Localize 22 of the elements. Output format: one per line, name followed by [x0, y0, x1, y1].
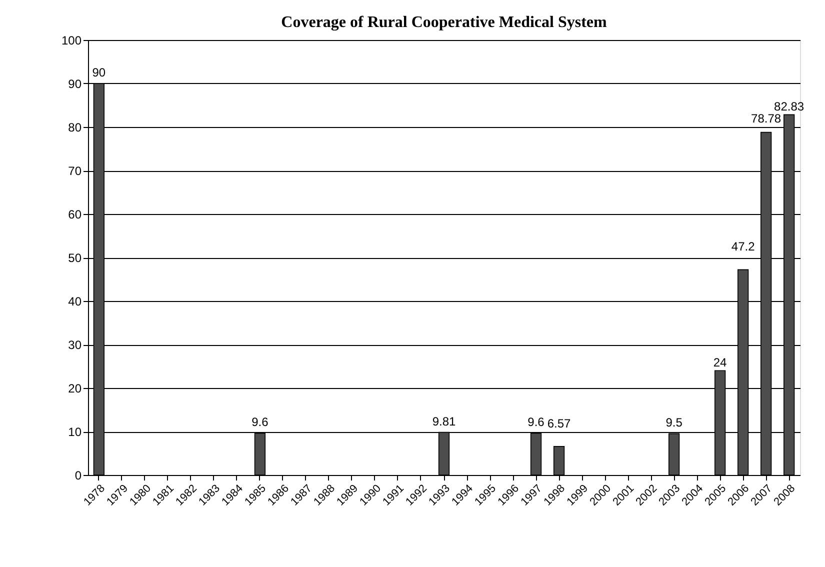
data-label: 9.81 — [432, 414, 456, 428]
data-label: 47.2 — [731, 240, 756, 254]
data-label: 24 — [713, 356, 728, 370]
y-tick-label: 100 — [61, 34, 82, 48]
y-tick-label: 40 — [68, 294, 82, 308]
data-label: 9.6 — [252, 415, 269, 430]
data-label: 82.83 — [774, 100, 804, 114]
y-tick-label: 50 — [68, 251, 82, 265]
data-label: 90 — [92, 66, 106, 80]
y-tick-label: 70 — [68, 164, 82, 178]
y-tick-label: 60 — [68, 208, 82, 222]
y-tick-label: 0 — [74, 468, 82, 482]
data-label: 9.5 — [666, 416, 683, 430]
y-tick-label: 30 — [68, 338, 82, 352]
data-label: 78.78 — [751, 111, 782, 126]
data-label: 9.6 — [528, 415, 545, 430]
data-label: 6.57 — [547, 416, 572, 430]
y-tick-label: 80 — [68, 120, 82, 134]
y-tick-label: 20 — [68, 382, 82, 396]
y-tick-label: 90 — [68, 77, 82, 91]
chart-title: Coverage of Rural Cooperative Medical System — [281, 14, 608, 31]
y-tick-label: 10 — [68, 425, 82, 439]
